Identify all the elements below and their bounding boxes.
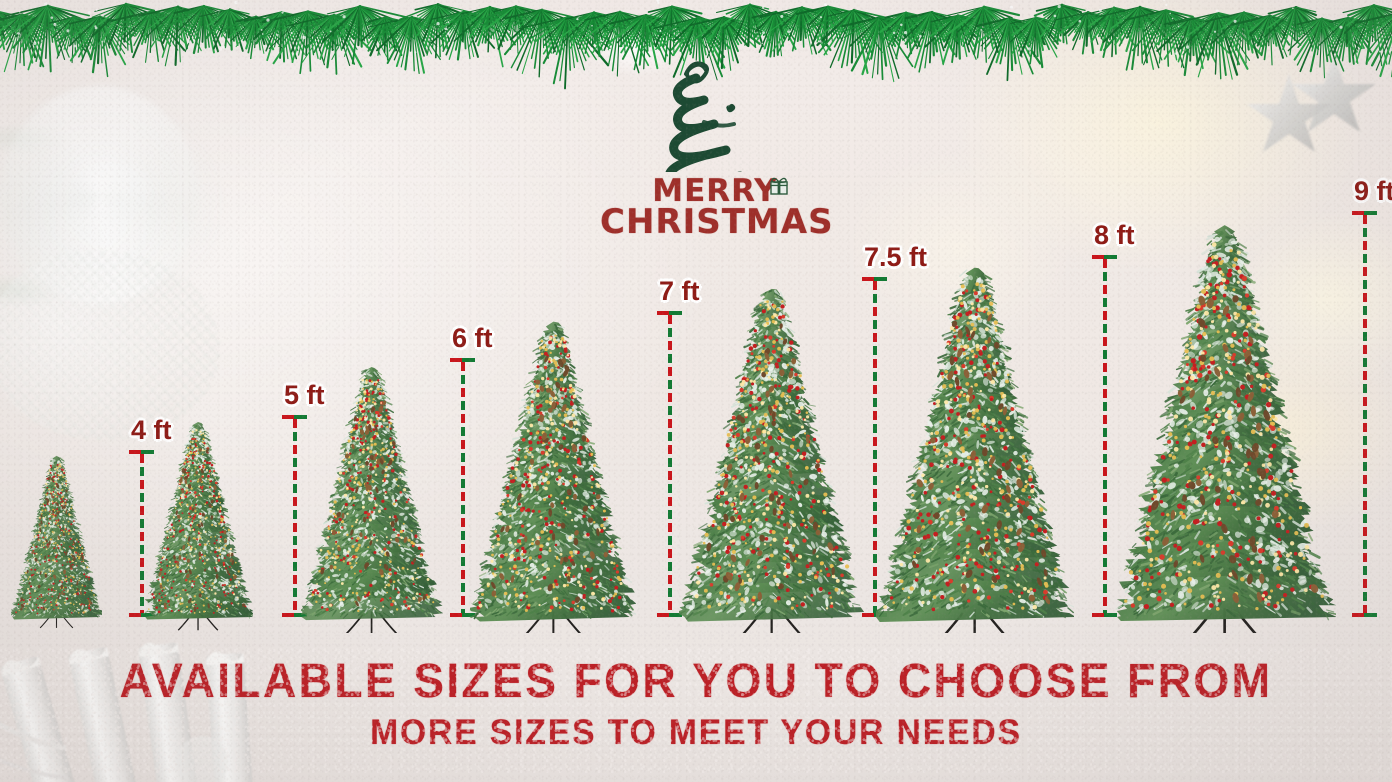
ruler-cap-top [450, 358, 475, 362]
white-candles [0, 628, 310, 782]
gift-box-icon [770, 177, 788, 195]
size-label-9ft: 9 ft [1354, 176, 1392, 206]
ruler-cap-top [129, 450, 154, 454]
headline: AVAILABLE SIZES FOR YOU TO CHOOSE FROM [119, 655, 1273, 708]
lace-fabric-decor [0, 250, 220, 440]
christmas-tree-8ft[interactable] [876, 255, 1074, 633]
ruler-bar [461, 362, 465, 613]
ruler-cap-bottom [657, 613, 682, 617]
size-label-8ft: 8 ft [1094, 220, 1135, 250]
silver-star-ornament [1234, 26, 1384, 156]
ruler-cap-top [1092, 255, 1117, 259]
height-ruler-6ft: 6 ft [450, 323, 493, 617]
ruler-cap-top [862, 277, 887, 281]
height-ruler-5ft: 5 ft [282, 380, 325, 617]
size-label-7-5ft: 7.5 ft [864, 242, 928, 272]
ruler-cap-bottom [450, 613, 475, 617]
ruler-bar [140, 454, 144, 613]
ruler-bar [293, 419, 297, 613]
brand-mark: MERRY CHRISTMAS [600, 52, 834, 262]
size-label-6ft: 6 ft [452, 323, 493, 353]
ruler-cap-top [282, 415, 307, 419]
ruler-cap-bottom [1352, 613, 1377, 617]
ruler-cap-bottom [1092, 613, 1117, 617]
ruler-cap-bottom [862, 613, 887, 617]
brand-line-2: CHRISTMAS [600, 202, 834, 242]
height-ruler-8ft: 8 ft [1092, 220, 1135, 617]
ruler-bar [873, 281, 877, 613]
size-label-5ft: 5 ft [284, 380, 325, 410]
height-ruler-7-5ft: 7.5 ft [862, 242, 927, 617]
christmas-tree-5ft[interactable] [143, 415, 254, 633]
height-ruler-4ft: 4 ft [129, 415, 172, 617]
brand-line-1: MERRY [652, 173, 778, 209]
ruler-cap-bottom [282, 613, 307, 617]
heart-icon [726, 103, 736, 113]
ruler-cap-bottom [129, 613, 154, 617]
ruler-bar [668, 315, 672, 613]
size-label-7ft: 7 ft [659, 276, 700, 306]
scribble-christmas-tree-icon [661, 61, 777, 210]
height-ruler-7ft: 7 ft [657, 276, 700, 617]
subheadline: MORE SIZES TO MEET YOUR NEEDS [370, 713, 1022, 752]
frosted-leaf-spray [0, 300, 236, 390]
christmas-tree-9ft[interactable] [1114, 211, 1336, 633]
height-ruler-9ft: 9 ft [1352, 176, 1392, 617]
christmas-tree-4ft[interactable] [11, 450, 103, 633]
ruler-bar [1103, 259, 1107, 613]
christmas-tree-6ft[interactable] [301, 358, 443, 633]
ruler-cap-top [1352, 211, 1377, 215]
christmas-tree-7ft[interactable] [469, 311, 637, 633]
ruler-cap-top [657, 311, 682, 315]
pine-garland-top [0, 0, 1392, 94]
ruler-bar [1363, 215, 1367, 613]
size-label-4ft: 4 ft [131, 415, 172, 445]
christmas-tree-7-5ft[interactable] [679, 277, 865, 633]
